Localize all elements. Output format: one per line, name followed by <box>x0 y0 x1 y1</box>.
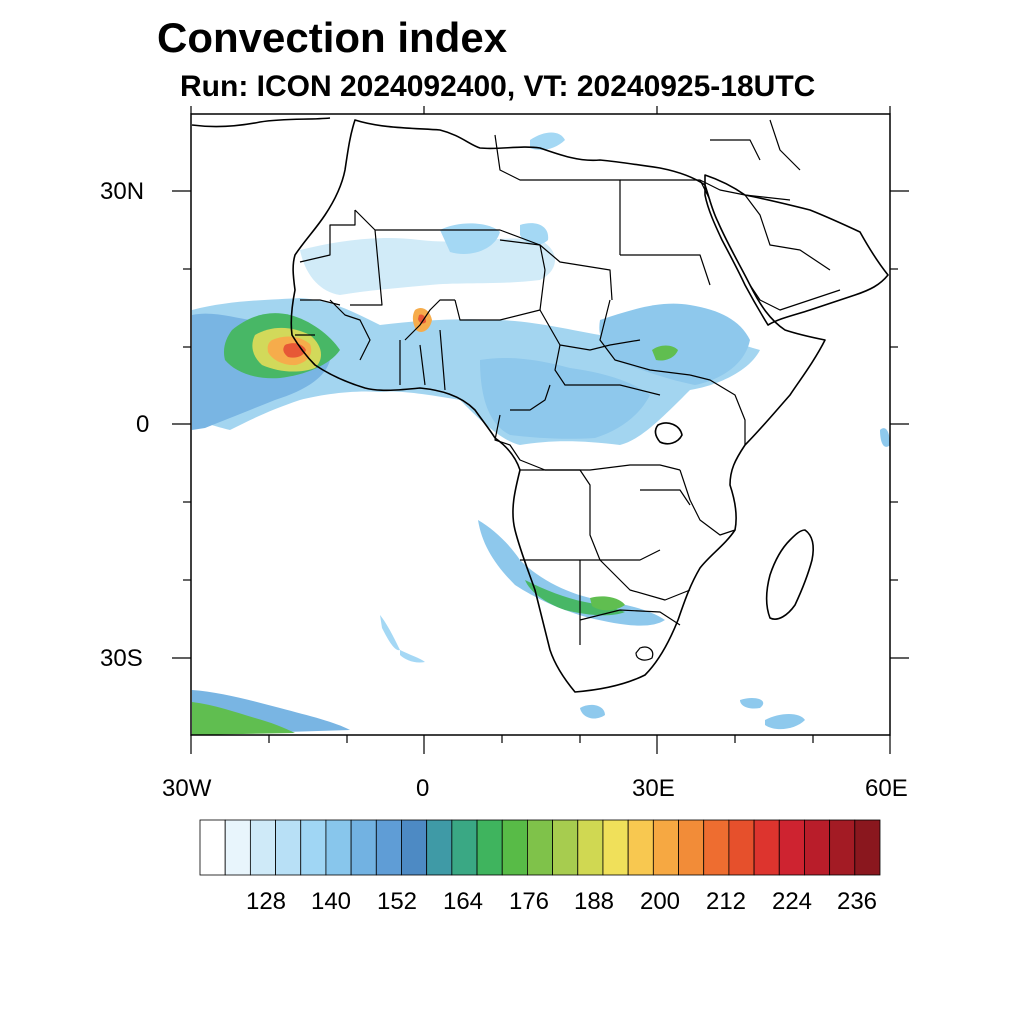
colorbar-swatch <box>401 819 428 876</box>
colorbar-swatch <box>652 819 679 876</box>
colorbar-label: 152 <box>376 888 418 915</box>
colorbar-swatch <box>350 819 377 876</box>
field-nigeria-red <box>418 314 426 324</box>
lat-label-0: 0 <box>136 411 150 438</box>
field-south-atlantic-wisps <box>380 615 425 663</box>
lon-label-0: 0 <box>416 775 430 802</box>
colorbar-swatch <box>829 819 856 876</box>
colorbar-swatch <box>627 819 654 876</box>
colorbar-swatch <box>577 819 604 876</box>
axis-ticks <box>172 106 909 754</box>
madagascar-coastline <box>765 529 814 620</box>
country-borders <box>295 119 841 661</box>
colorbar-swatch <box>375 819 402 876</box>
colorbar-swatch <box>300 819 327 876</box>
colorbar-swatch <box>426 819 453 876</box>
field-east-africa <box>599 303 750 385</box>
colorbar-swatch <box>678 819 705 876</box>
mediterranean-coast <box>191 117 331 128</box>
colorbar-swatch <box>249 819 276 876</box>
colorbar-swatch <box>728 819 755 876</box>
chart-subtitle: Run: ICON 2024092400, VT: 20240925-18UTC <box>180 70 816 103</box>
field-ethiopia-green <box>652 345 678 361</box>
colorbar-label: 236 <box>836 888 878 915</box>
lat-label-30s: 30S <box>100 645 143 672</box>
colorbar-swatch <box>753 819 780 876</box>
colorbar-swatch <box>476 819 503 876</box>
field-southern-green-2 <box>590 596 625 611</box>
colorbar-swatch <box>703 819 730 876</box>
coastlines <box>191 117 889 693</box>
colorbar-label: 128 <box>245 888 287 915</box>
colorbar <box>199 819 881 876</box>
lat-label-30n: 30N <box>100 178 145 205</box>
field-sahel-light <box>300 238 555 295</box>
africa-coastline <box>290 119 826 693</box>
colorbar-swatch <box>224 819 251 876</box>
colorbar-swatch <box>527 819 553 876</box>
colorbar-label: 140 <box>310 888 352 915</box>
colorbar-label: 176 <box>508 888 550 915</box>
colorbar-swatch <box>451 819 478 876</box>
colorbar-swatch <box>501 819 528 876</box>
lon-label-30e: 30E <box>632 775 675 802</box>
colorbar-label: 212 <box>705 888 747 915</box>
chart-title: Convection index <box>157 14 508 61</box>
lon-label-60e: 60E <box>865 775 908 802</box>
colorbar-label: 224 <box>771 888 813 915</box>
colorbar-swatch <box>199 819 226 876</box>
colorbar-swatch <box>552 819 579 876</box>
colorbar-swatch <box>778 819 805 876</box>
colorbar-swatch <box>325 819 352 876</box>
field-ocean-east <box>580 428 890 730</box>
field-central-africa <box>480 357 650 439</box>
colorbar-label: 200 <box>639 888 681 915</box>
arabia-coastline <box>704 174 889 326</box>
colorbar-swatch <box>804 819 831 876</box>
field-sahara-patches <box>440 132 565 254</box>
colorbar-label: 188 <box>573 888 615 915</box>
convection-field <box>192 132 890 735</box>
field-southwest-green <box>192 702 295 735</box>
colorbar-swatch <box>602 819 629 876</box>
lake-victoria <box>654 422 683 445</box>
colorbar-swatch <box>854 819 881 876</box>
colorbar-label: 164 <box>442 888 484 915</box>
colorbar-swatch <box>275 819 302 876</box>
lon-label-30w: 30W <box>162 775 212 802</box>
